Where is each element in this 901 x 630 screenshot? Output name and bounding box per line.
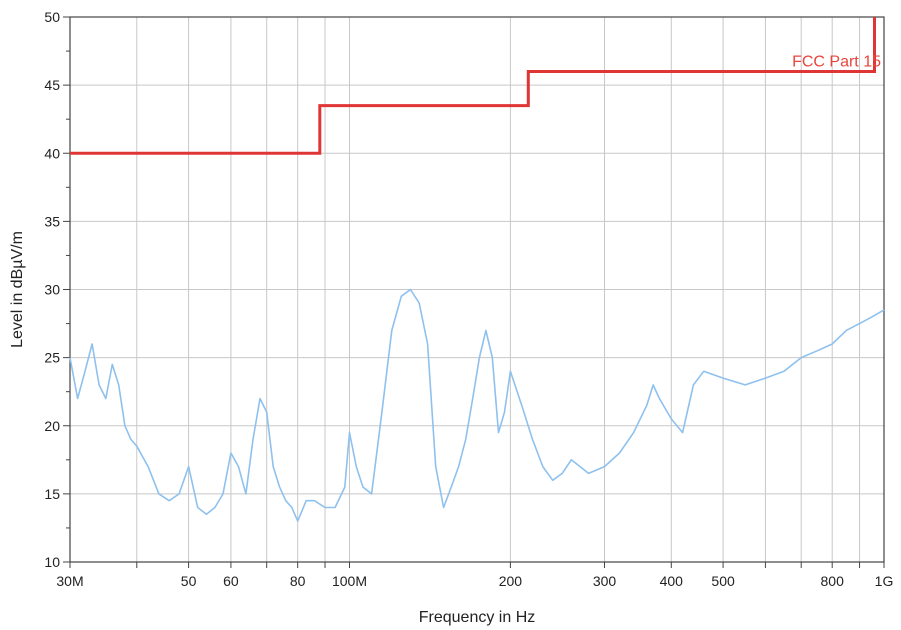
x-axis-title: Frequency in Hz xyxy=(419,609,536,626)
x-tick-label: 800 xyxy=(821,573,845,589)
x-tick-label: 80 xyxy=(290,573,306,589)
series-layer xyxy=(69,17,885,522)
y-tick-label: 45 xyxy=(44,77,60,93)
x-tick-label: 1G xyxy=(875,573,894,589)
limit-line xyxy=(70,17,876,155)
y-tick-label: 35 xyxy=(44,213,60,229)
y-tick-label: 20 xyxy=(44,418,60,434)
tick-marks xyxy=(63,16,885,568)
x-tick-label: 30M xyxy=(56,573,83,589)
y-tick-label: 25 xyxy=(44,350,60,366)
y-tick-label: 15 xyxy=(44,486,60,502)
x-tick-label: 60 xyxy=(223,573,239,589)
limit-line-annotation: FCC Part 15 xyxy=(792,54,881,71)
y-tick-label: 50 xyxy=(44,9,60,25)
plot-frame xyxy=(69,16,885,563)
y-tick-labels: 10 15 20 25 30 35 40 45 50 xyxy=(44,9,60,570)
x-tick-label: 400 xyxy=(660,573,684,589)
y-tick-label: 10 xyxy=(44,554,60,570)
y-tick-label: 30 xyxy=(44,282,60,298)
x-tick-labels: 30M 50 60 80 100M 200 300 400 500 800 1G xyxy=(56,573,893,589)
x-tick-label: 50 xyxy=(181,573,197,589)
x-tick-label: 100M xyxy=(332,573,367,589)
x-tick-label: 200 xyxy=(499,573,523,589)
y-axis-title: Level in dBµV/m xyxy=(9,231,26,348)
x-tick-label: 500 xyxy=(711,573,735,589)
y-tick-label: 40 xyxy=(44,145,60,161)
measurement-trace xyxy=(69,288,885,522)
x-tick-label: 300 xyxy=(593,573,617,589)
